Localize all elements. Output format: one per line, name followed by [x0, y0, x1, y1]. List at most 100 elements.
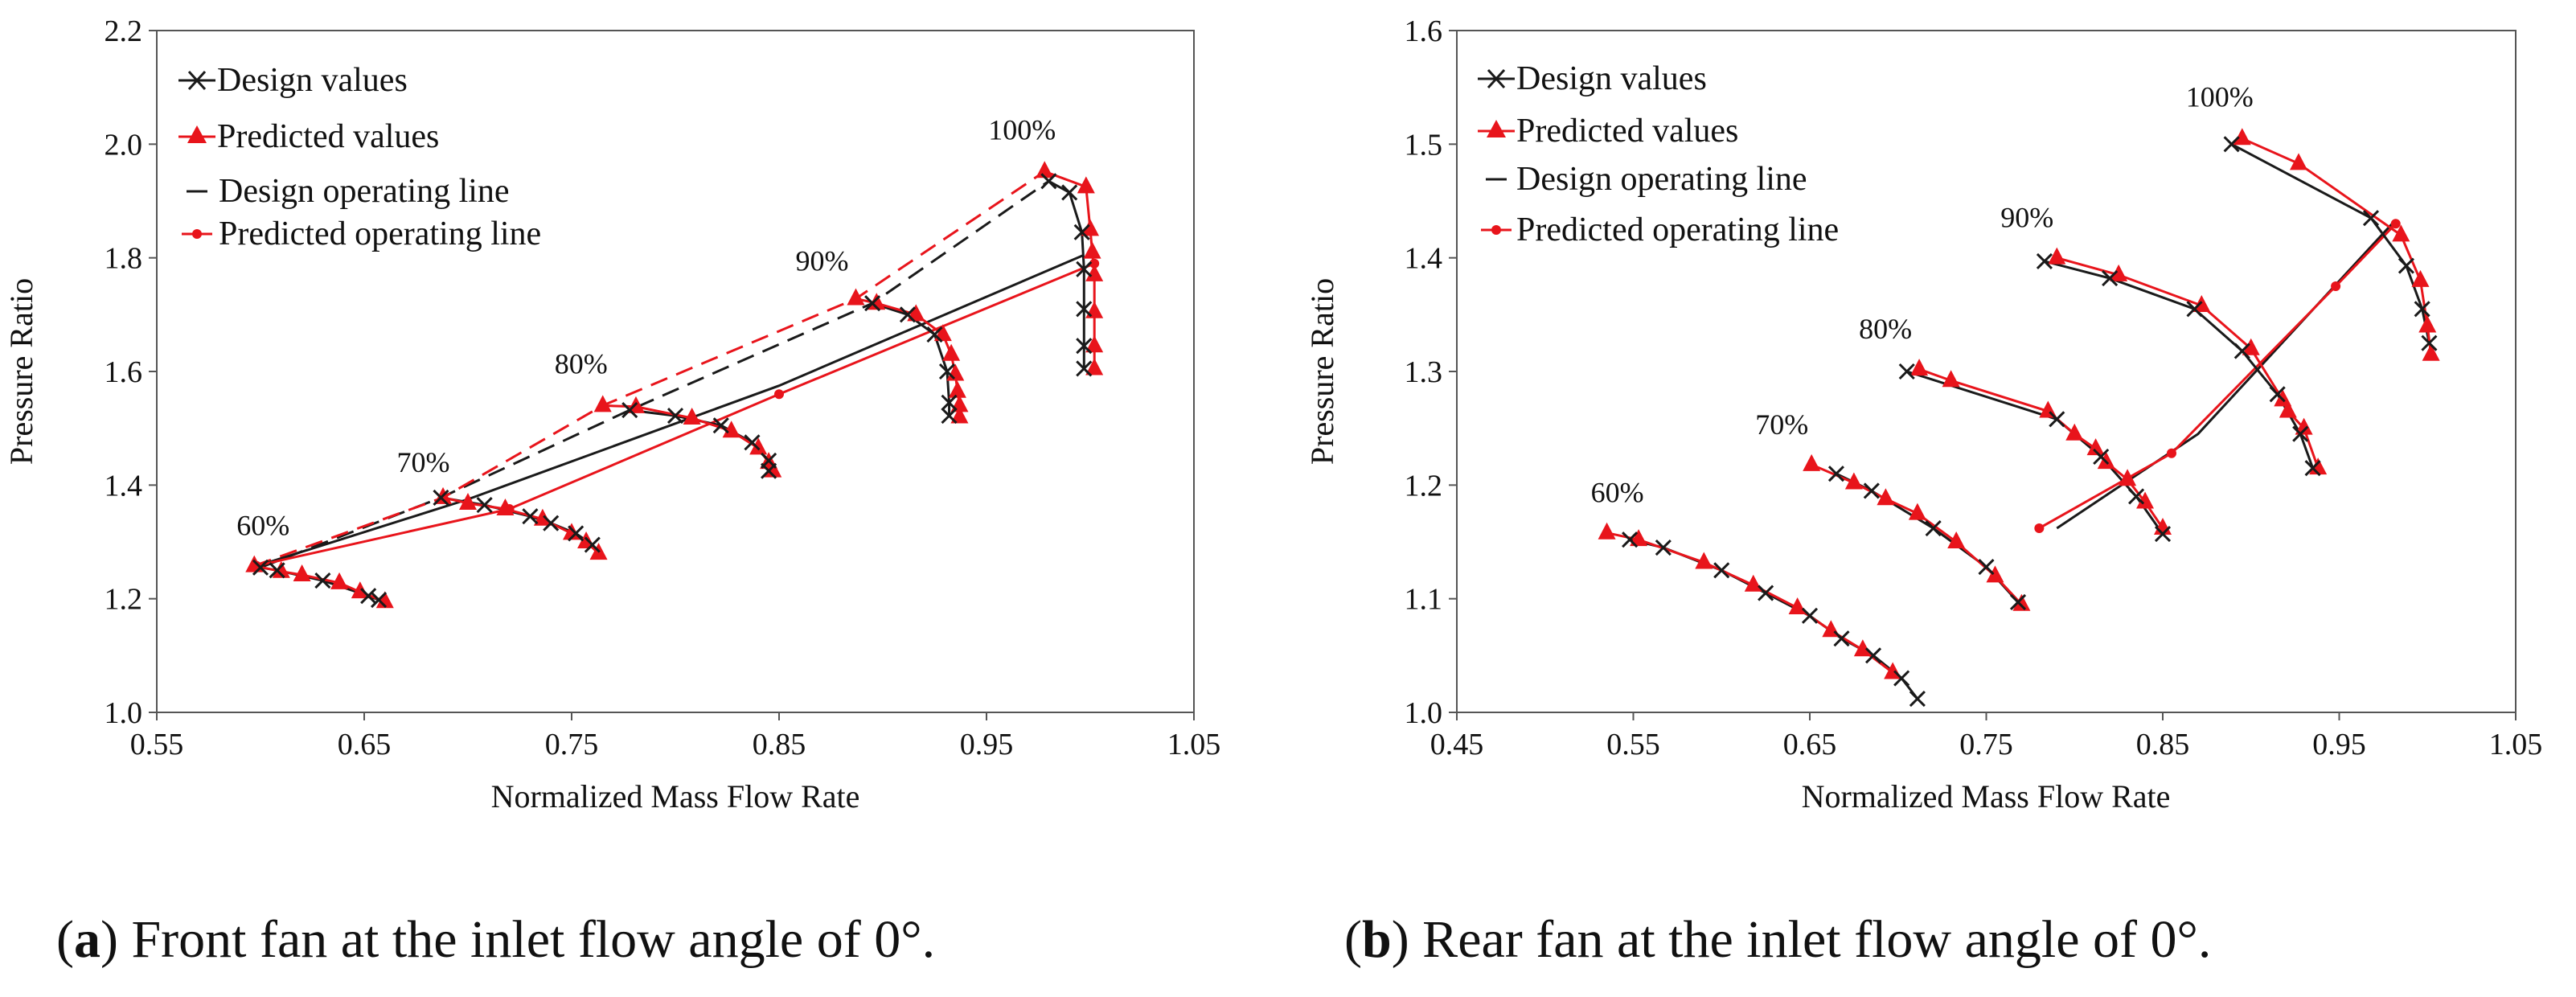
caption-b-text: ) Rear fan at the inlet flow angle of 0°…: [1392, 910, 2212, 969]
predicted-value-marker: [593, 395, 612, 412]
predicted-value-marker: [2418, 315, 2437, 333]
design-value-marker: [2398, 257, 2414, 274]
y-tick-label: 1.2: [105, 583, 143, 617]
speed-label-70pct: 70%: [1755, 408, 1808, 441]
x-tick-label: 0.65: [1783, 728, 1837, 761]
speed-label-70pct: 70%: [396, 446, 449, 478]
design-speed-line-90pct: [872, 302, 951, 416]
legend-b-design-operating-line: Design operating line: [1516, 161, 1807, 198]
predicted-value-marker: [2242, 338, 2260, 355]
predicted-value-marker: [1085, 358, 1104, 375]
predicted-value-marker: [2279, 400, 2297, 418]
caption-a-text: ) Front fan at the inlet flow angle of 0…: [100, 910, 935, 969]
legend-b-predicted-values-triangle: [1487, 120, 1506, 137]
speed-label-80pct: 80%: [1859, 313, 1912, 345]
design-value-marker: [1076, 261, 1093, 277]
design-value-marker: [621, 401, 638, 419]
y-tick-label: 1.1: [1405, 583, 1443, 617]
predicted-value-marker: [2295, 417, 2313, 435]
y-tick-label: 1.3: [1405, 355, 1443, 389]
y-tick-label: 2.2: [105, 14, 143, 48]
y-axis-label-a: Pressure Ratio: [3, 278, 39, 465]
design-value-marker: [2414, 301, 2430, 318]
predicted-value-marker: [1085, 264, 1104, 281]
design-value-marker: [864, 295, 881, 312]
predicted-value-marker: [272, 560, 290, 578]
x-tick-label: 1.05: [1167, 728, 1221, 761]
predicted-value-marker: [2392, 224, 2410, 242]
design-value-marker: [1073, 224, 1090, 240]
y-tick-label: 1.0: [105, 696, 143, 730]
y-tick-label: 2.0: [105, 128, 143, 162]
predicted-value-marker: [683, 407, 701, 425]
design-value-marker: [1801, 607, 1819, 624]
design-value-marker: [712, 417, 729, 434]
predicted-value-marker: [1788, 597, 1807, 614]
predicted-value-marker: [1083, 241, 1101, 259]
caption-b-letter: b: [1362, 910, 1392, 969]
plot-area-a: [156, 30, 1195, 713]
x-axis-label-a: Normalized Mass Flow Rate: [491, 778, 860, 814]
predicted-value-marker: [2411, 269, 2430, 287]
design-value-marker: [2292, 425, 2309, 442]
x-tick-label: 0.65: [338, 728, 392, 761]
design-value-marker: [2421, 334, 2438, 351]
legend-predicted-operating-line: Predicted operating line: [219, 215, 541, 252]
predicted-value-marker: [330, 572, 349, 589]
legend-b-predicted-values: Predicted values: [1516, 113, 1738, 150]
design-value-marker: [2009, 593, 2027, 610]
y-tick-label: 1.4: [1405, 242, 1443, 276]
y-axis-label-b: Pressure Ratio: [1304, 278, 1340, 465]
design-value-marker: [2269, 386, 2286, 403]
design-value-marker: [1076, 301, 1093, 318]
predicted-speed-line-60pct: [1606, 531, 1894, 674]
design-value-marker: [568, 525, 585, 542]
design-value-marker: [543, 515, 560, 531]
design-value-marker: [1713, 562, 1730, 579]
predicted-operating-line: [2038, 223, 2397, 530]
predicted-value-marker: [1744, 574, 1762, 592]
design-value-marker: [252, 559, 269, 576]
predicted-value-marker: [1803, 453, 1821, 471]
design-value-marker: [1655, 540, 1672, 556]
predicted-value-marker: [722, 421, 740, 438]
predicted-value-marker: [1877, 488, 1895, 506]
design-surge-line: [260, 180, 1050, 569]
plot-area-b: [1456, 30, 2517, 713]
predicted-value-marker: [1947, 531, 1966, 548]
predicted-value-marker: [847, 288, 865, 306]
predicted-value-marker: [351, 581, 369, 599]
x-axis-label-b: Normalized Mass Flow Rate: [1802, 778, 2171, 814]
legend-predicted-values-triangle: [187, 125, 207, 143]
design-value-marker: [1833, 630, 1850, 647]
predicted-value-marker: [1077, 176, 1095, 194]
y-tick-label: 1.6: [1405, 14, 1443, 48]
design-value-marker: [1898, 363, 1915, 380]
legend-predicted-values: Predicted values: [217, 118, 439, 155]
predicted-value-marker: [948, 380, 966, 398]
speed-label-60pct: 60%: [1591, 477, 1644, 509]
y-tick-label: 1.0: [1405, 696, 1443, 730]
design-value-marker: [584, 536, 601, 553]
design-value-marker: [1863, 482, 1880, 499]
predicted-value-marker: [1085, 335, 1104, 353]
design-value-marker: [1925, 519, 1942, 537]
predicted-operating-point: [774, 389, 784, 400]
predicted-value-marker: [293, 564, 311, 581]
predicted-value-marker: [1844, 472, 1863, 490]
legend-predicted-operating-line-dot: [192, 229, 202, 239]
design-value-marker: [2233, 343, 2250, 359]
predicted-operating-point: [2166, 448, 2176, 458]
predicted-value-marker: [2065, 423, 2084, 441]
design-value-marker: [1864, 647, 1882, 664]
design-value-marker: [370, 592, 388, 609]
predicted-value-marker: [1036, 161, 1054, 178]
predicted-value-marker: [1630, 529, 1648, 547]
front-fan-chart: 0.55 0.65 0.75 0.85 0.95 1.05 1.0 1.2 1.4 1.6 1.8 2…: [3, 14, 1220, 814]
design-value-marker: [1622, 531, 1639, 548]
x-tick-label: 0.55: [130, 728, 184, 761]
legend-b: Design values Predicted values Design op…: [1478, 60, 1839, 248]
predicted-value-marker: [2012, 593, 2031, 611]
legend-design-values: Design values: [217, 62, 408, 99]
